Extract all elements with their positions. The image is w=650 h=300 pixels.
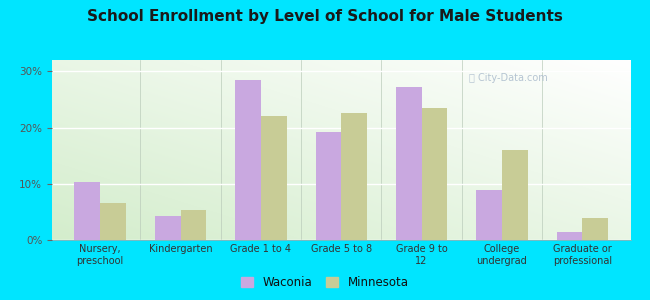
Bar xyxy=(315,132,341,240)
Bar xyxy=(75,182,100,240)
Bar xyxy=(261,116,287,240)
Bar xyxy=(396,87,422,240)
Bar xyxy=(502,150,528,240)
Bar xyxy=(235,80,261,240)
Bar xyxy=(341,113,367,240)
Text: School Enrollment by Level of School for Male Students: School Enrollment by Level of School for… xyxy=(87,9,563,24)
Bar xyxy=(100,203,126,240)
Text: ⓘ City-Data.com: ⓘ City-Data.com xyxy=(469,73,547,82)
Legend: Waconia, Minnesota: Waconia, Minnesota xyxy=(238,272,412,292)
Bar xyxy=(556,232,582,240)
Bar xyxy=(155,216,181,240)
Bar xyxy=(181,210,206,240)
Bar xyxy=(422,108,447,240)
Bar xyxy=(476,190,502,240)
Bar xyxy=(582,218,608,240)
